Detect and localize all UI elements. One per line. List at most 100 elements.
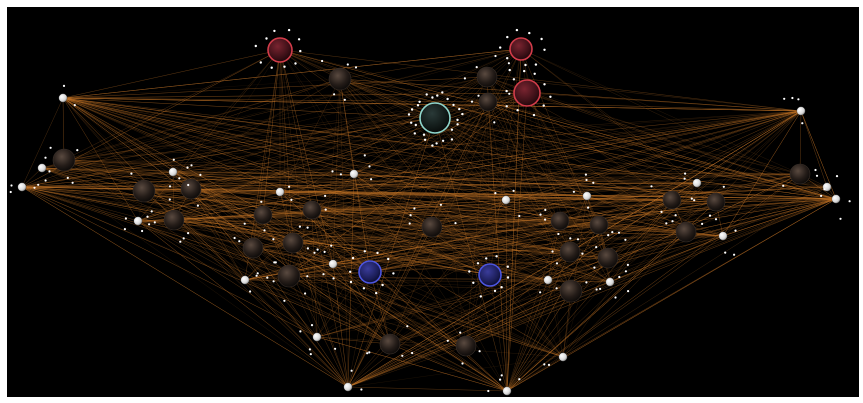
leaf-node — [172, 158, 175, 161]
leaf-node — [123, 228, 126, 231]
leaf-node — [349, 280, 353, 284]
graph-edge — [465, 235, 724, 347]
graph-edge — [279, 49, 698, 184]
leaf-node — [310, 324, 314, 327]
graph-edge — [279, 49, 294, 244]
source-node — [796, 106, 806, 116]
graph-edge — [506, 290, 572, 392]
leaf-node — [446, 339, 449, 342]
leaf-node — [306, 247, 309, 250]
graph-edge — [172, 171, 698, 184]
graph-edge — [279, 49, 724, 237]
leaf-node — [376, 251, 379, 255]
graph-edge — [506, 290, 572, 392]
graph-edge — [434, 117, 571, 253]
graph-edge — [586, 195, 724, 237]
graph-edge — [21, 167, 43, 188]
edge-layer — [21, 48, 837, 392]
graph-edge — [434, 117, 673, 201]
graph-edge — [431, 48, 522, 228]
graph-edge — [607, 182, 698, 259]
graph-edge — [486, 76, 837, 200]
leaf-node — [306, 275, 309, 278]
graph-edge — [547, 220, 561, 281]
graph-edge — [598, 199, 673, 226]
graph-edge — [63, 159, 391, 345]
graph-edge — [244, 117, 436, 281]
graph-edge — [369, 173, 801, 273]
leaf-node — [463, 77, 466, 80]
graph-edge — [609, 235, 724, 283]
graph-edge — [21, 186, 837, 200]
graph-edge — [347, 226, 433, 388]
leaf-node — [333, 93, 336, 96]
graph-edge — [21, 186, 508, 392]
graph-edge — [172, 171, 349, 388]
graph-edge — [62, 97, 349, 388]
graph-edge — [137, 214, 264, 222]
graph-edge — [598, 198, 837, 226]
graph-edge — [63, 159, 588, 197]
graph-edge — [21, 48, 522, 188]
graph-edge — [369, 220, 561, 273]
graph-edge — [332, 235, 724, 265]
graph-edge — [288, 275, 611, 283]
graph-edge — [465, 173, 801, 347]
graph-edge — [137, 110, 802, 222]
cluster-node — [282, 232, 304, 254]
graph-edge — [559, 110, 802, 222]
graph-edge — [486, 76, 508, 392]
graph-edge — [63, 110, 802, 161]
graph-edge — [722, 198, 837, 237]
graph-edge — [63, 159, 698, 184]
source-node — [312, 332, 322, 342]
graph-edge — [434, 117, 837, 200]
graph-edge — [190, 188, 572, 292]
graph-edge — [339, 48, 522, 80]
leaf-node — [332, 277, 335, 280]
graph-edge — [339, 78, 802, 112]
leaf-node — [505, 89, 508, 93]
graph-edge — [369, 101, 489, 273]
leaf-node — [814, 168, 817, 172]
source-node — [558, 352, 568, 362]
graph-edge — [173, 48, 522, 221]
graph-edge — [487, 101, 717, 203]
graph-edge — [262, 214, 549, 281]
graph-edge — [434, 117, 564, 358]
leaf-node — [431, 144, 434, 147]
graph-edge — [369, 117, 436, 273]
source-node — [275, 187, 285, 197]
graph-edge — [332, 195, 588, 265]
leaf-node — [363, 154, 366, 157]
graph-edge — [389, 343, 508, 392]
leaf-node — [587, 206, 590, 209]
graph-edge — [311, 92, 528, 211]
leaf-node — [532, 113, 536, 117]
graph-edge — [547, 220, 561, 281]
graph-edge — [434, 117, 467, 347]
leaf-node — [306, 226, 309, 229]
leaf-node — [407, 113, 411, 116]
graph-edge — [21, 186, 433, 228]
leaf-node — [820, 194, 823, 197]
graph-edge — [598, 224, 687, 233]
graph-edge — [244, 279, 508, 392]
graph-edge — [21, 186, 837, 200]
source-node — [168, 167, 178, 177]
graph-edge — [311, 209, 491, 276]
graph-edge — [137, 220, 349, 388]
leaf-node — [272, 238, 275, 241]
graph-edge — [137, 49, 281, 222]
leaf-node — [9, 190, 12, 194]
graph-edge — [62, 97, 837, 200]
graph-edge — [244, 257, 609, 281]
graph-edge — [489, 110, 802, 276]
graph-edge — [339, 78, 561, 222]
leaf-node — [581, 252, 584, 255]
graph-edge — [252, 247, 334, 265]
graph-edge — [339, 78, 837, 200]
graph-edge — [434, 117, 724, 237]
graph-edge — [389, 201, 717, 345]
graph-edge — [311, 209, 371, 273]
